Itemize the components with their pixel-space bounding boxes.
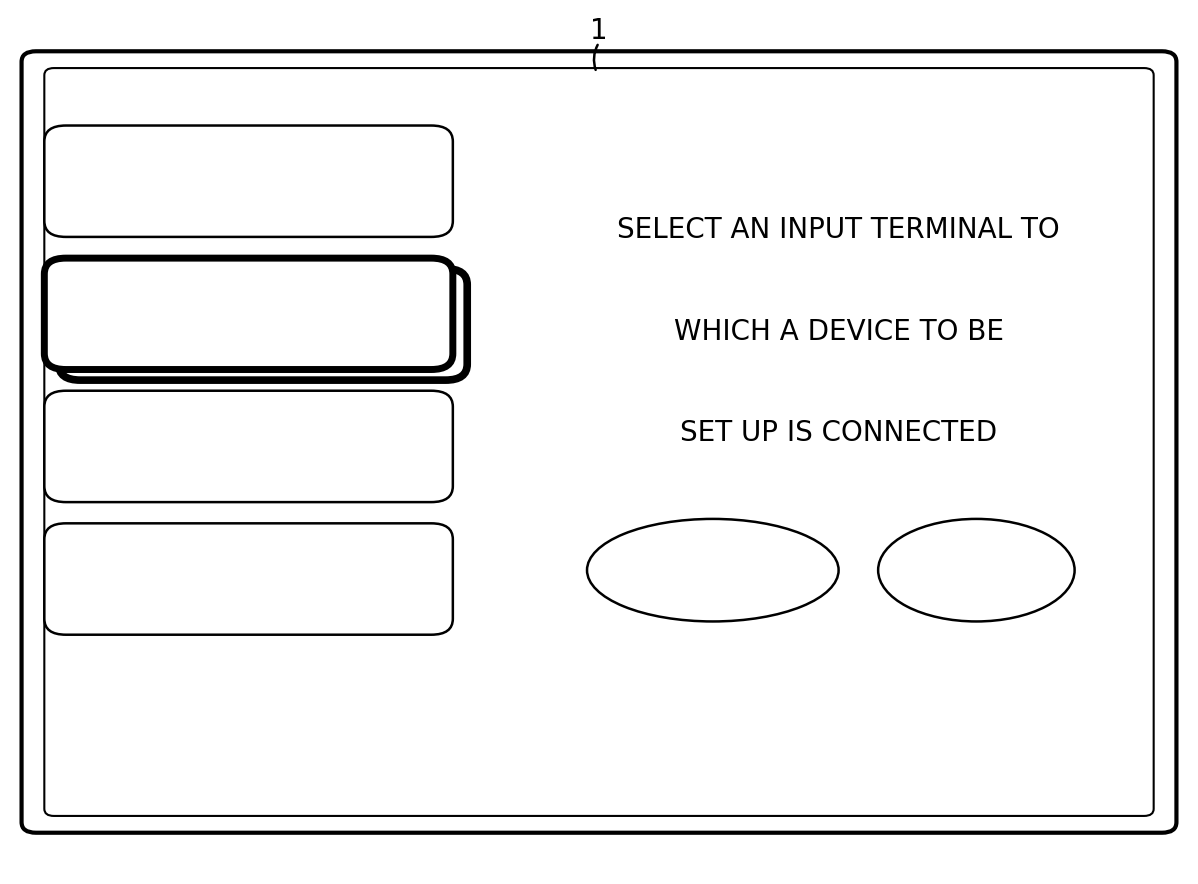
FancyBboxPatch shape (44, 391, 453, 502)
Text: SET UP IS CONNECTED: SET UP IS CONNECTED (680, 419, 997, 447)
Text: SELECT AN INPUT TERMINAL TO: SELECT AN INPUT TERMINAL TO (617, 216, 1060, 244)
Text: WHICH A DEVICE TO BE: WHICH A DEVICE TO BE (673, 317, 1004, 346)
FancyBboxPatch shape (44, 523, 453, 635)
Text: ·HDMI 1: ·HDMI 1 (96, 167, 206, 195)
Text: REFRESH: REFRESH (652, 557, 774, 583)
Ellipse shape (878, 519, 1075, 621)
FancyBboxPatch shape (22, 51, 1176, 833)
Text: ·HDMI 2: ·HDMI 2 (96, 300, 206, 328)
FancyBboxPatch shape (44, 126, 453, 237)
FancyBboxPatch shape (44, 258, 453, 370)
Text: ·HDMI 3: ·HDMI 3 (96, 432, 206, 461)
Text: 1: 1 (591, 17, 607, 45)
Text: ·EXTERNAL INPUT: ·EXTERNAL INPUT (96, 565, 341, 593)
Ellipse shape (587, 519, 839, 621)
Text: NEXT: NEXT (942, 557, 1011, 583)
